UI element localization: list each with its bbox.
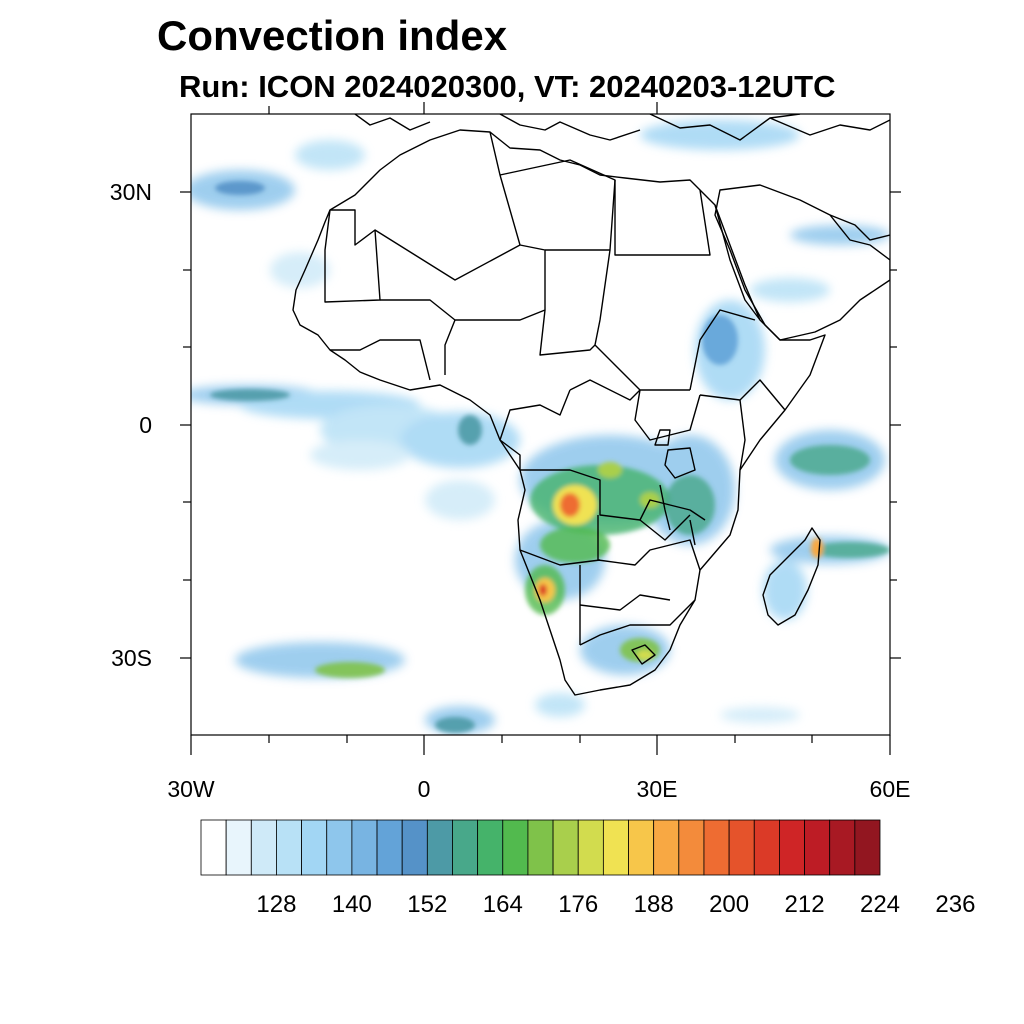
colorbar-swatch	[602, 819, 629, 876]
colorbar-swatch	[376, 819, 403, 876]
colorbar-swatch	[401, 819, 428, 876]
colorbar-swatch	[804, 819, 831, 876]
colorbar-swatch	[326, 819, 353, 876]
colorbar-swatch	[351, 819, 378, 876]
colorbar-swatch	[477, 819, 504, 876]
colorbar-swatch	[854, 819, 881, 876]
colorbar-swatch	[653, 819, 680, 876]
colorbar-swatch	[527, 819, 554, 876]
colorbar-label: 164	[483, 891, 523, 918]
colorbar-swatch	[276, 819, 302, 876]
colorbar-swatch	[225, 819, 252, 876]
lon-tick-label-0: 0	[418, 776, 431, 802]
lat-tick-label-0: 0	[139, 412, 152, 438]
lat-tick-label-30n: 30N	[110, 179, 152, 205]
colorbar-swatch	[728, 819, 755, 876]
colorbar-label: 140	[332, 891, 372, 918]
colorbar-swatch	[426, 819, 453, 876]
colorbar-label: 236	[935, 891, 975, 918]
colorbar-swatch	[250, 819, 277, 876]
convection-field	[191, 120, 890, 734]
coastlines-and-borders	[292, 114, 890, 696]
colorbar-swatch	[301, 819, 328, 876]
colorbar-swatch	[502, 819, 529, 876]
colorbar-swatch	[200, 819, 227, 876]
colorbar-swatch	[703, 819, 730, 876]
colorbar-label: 176	[558, 891, 598, 918]
colorbar-swatch	[779, 819, 805, 876]
colorbar-label: 224	[860, 891, 900, 918]
colorbar-swatch	[628, 819, 655, 876]
lon-tick-label-30e: 30E	[637, 776, 678, 802]
colorbar-swatch	[452, 819, 479, 876]
axis-ticks	[180, 102, 901, 755]
colorbar-label: 200	[709, 891, 749, 918]
colorbar-swatch	[753, 819, 780, 876]
colorbar-label: 212	[785, 891, 825, 918]
plot-frame	[190, 113, 891, 736]
map-subtitle: Run: ICON 2024020300, VT: 20240203-12UTC	[179, 69, 836, 104]
colorbar-labels: 128 140 152 164 176 188 200 212 224 236	[256, 891, 975, 918]
colorbar-label: 152	[407, 891, 447, 918]
colorbar-swatch	[552, 819, 579, 876]
colorbar-label: 188	[634, 891, 674, 918]
lat-tick-label-30s: 30S	[111, 645, 152, 671]
colorbar	[200, 819, 881, 876]
colorbar-label: 128	[256, 891, 296, 918]
colorbar-swatch	[577, 819, 604, 876]
lon-tick-label-60e: 60E	[870, 776, 911, 802]
colorbar-swatch	[678, 819, 705, 876]
lon-tick-label-30w: 30W	[167, 776, 215, 802]
map-title: Convection index	[157, 12, 508, 59]
colorbar-swatch	[829, 819, 856, 876]
